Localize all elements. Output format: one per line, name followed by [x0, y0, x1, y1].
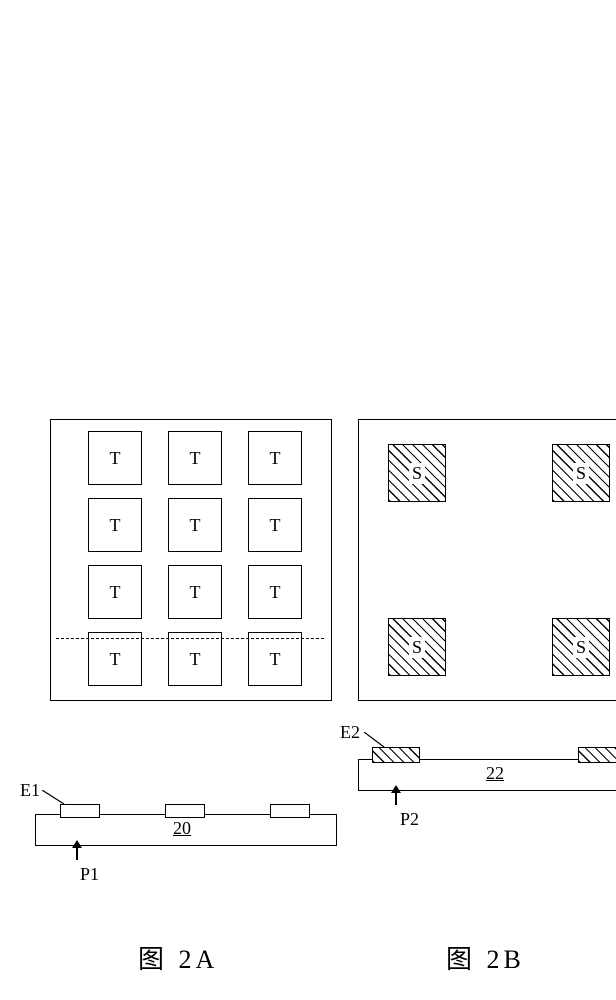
section-num: 20: [173, 818, 191, 839]
corner-cell: S: [388, 618, 446, 676]
grid-cell: T: [168, 632, 222, 686]
label-e1: E1: [20, 780, 40, 801]
pad: [270, 804, 310, 818]
grid-cell: T: [248, 565, 302, 619]
diagram-canvas: TTTTTTTTTTTT20E1P1图 2ASSSS22E2P2图 2BFTFT…: [0, 384, 616, 1000]
caption-2b: 图 2B: [446, 939, 525, 976]
section-num: 22: [486, 763, 504, 784]
label-p1: P1: [80, 864, 99, 885]
grid-cell: T: [248, 632, 302, 686]
grid-cell: T: [248, 431, 302, 485]
grid-cell: T: [88, 565, 142, 619]
grid-cell: T: [88, 632, 142, 686]
pad: [578, 747, 616, 763]
grid-cell: T: [168, 498, 222, 552]
grid-cell: T: [88, 498, 142, 552]
corner-cell: S: [552, 618, 610, 676]
pad: [165, 804, 205, 818]
grid-cell: T: [168, 565, 222, 619]
label-p2: P2: [400, 809, 419, 830]
pad: [60, 804, 100, 818]
pad: [372, 747, 420, 763]
grid-cell: T: [88, 431, 142, 485]
label-e2: E2: [340, 722, 360, 743]
caption-2a: 图 2A: [138, 939, 218, 976]
grid-cell: T: [248, 498, 302, 552]
corner-cell: S: [552, 444, 610, 502]
corner-cell: S: [388, 444, 446, 502]
grid-cell: T: [168, 431, 222, 485]
